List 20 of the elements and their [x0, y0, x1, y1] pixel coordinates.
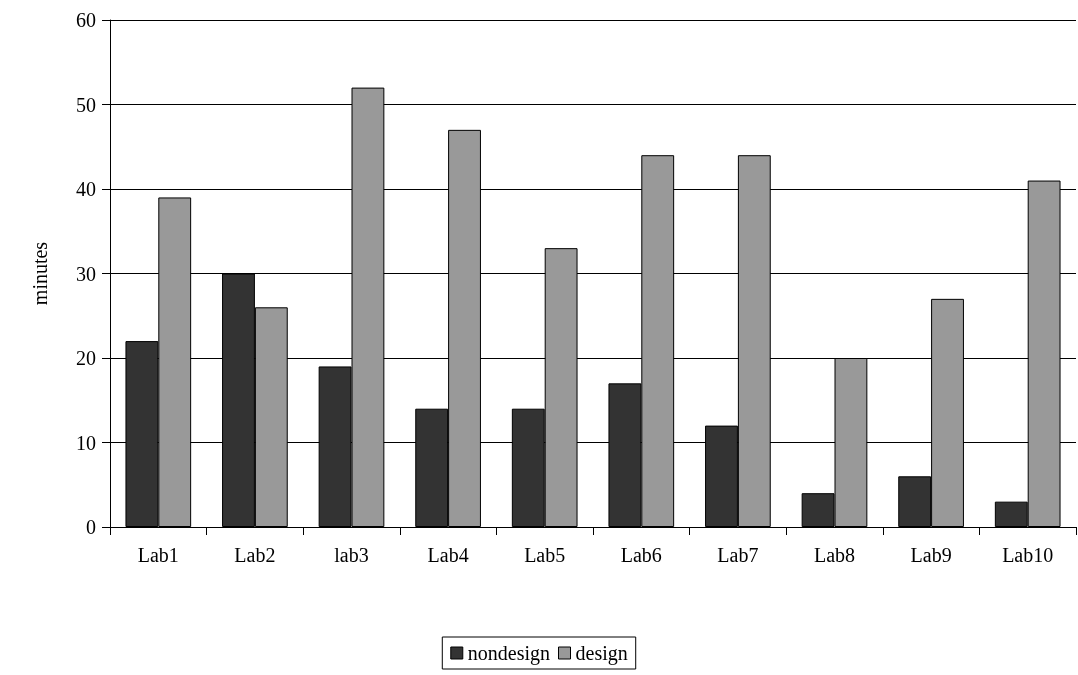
x-tick-label: Lab7 [717, 544, 759, 566]
x-tick-label: Lab4 [427, 544, 469, 566]
x-tick-label: Lab8 [813, 544, 856, 566]
y-tick-label: 0 [86, 516, 96, 538]
legend-label: nondesign [467, 642, 550, 665]
y-tick-label: 40 [76, 178, 96, 200]
x-tick-label: Lab5 [524, 544, 566, 566]
y-tick-label: 20 [76, 347, 96, 369]
y-tick-label: 60 [76, 9, 96, 31]
x-tick-label: Lab2 [234, 544, 276, 566]
y-tick-label: 10 [76, 431, 96, 454]
x-tick-label: Lab1 [137, 544, 179, 566]
y-tick-label: 30 [76, 262, 96, 285]
x-tick-label: lab3 [334, 544, 369, 566]
x-tick-label: Lab10 [1002, 544, 1054, 566]
x-tick-label: Lab6 [620, 544, 662, 566]
y-tick-label: 50 [76, 93, 96, 116]
legend-label: design [575, 642, 628, 665]
x-tick-label: Lab9 [910, 544, 952, 566]
y-axis-title: minutes [29, 241, 51, 306]
